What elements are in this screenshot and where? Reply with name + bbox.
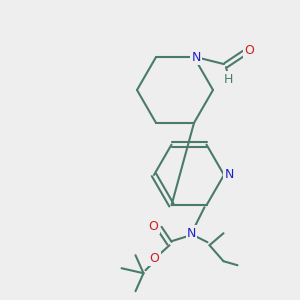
Text: O: O [150,252,159,265]
Text: N: N [191,51,201,64]
Text: N: N [187,227,196,240]
Text: N: N [224,168,234,182]
Text: O: O [244,44,254,57]
Text: O: O [148,220,158,233]
Text: H: H [223,73,233,85]
